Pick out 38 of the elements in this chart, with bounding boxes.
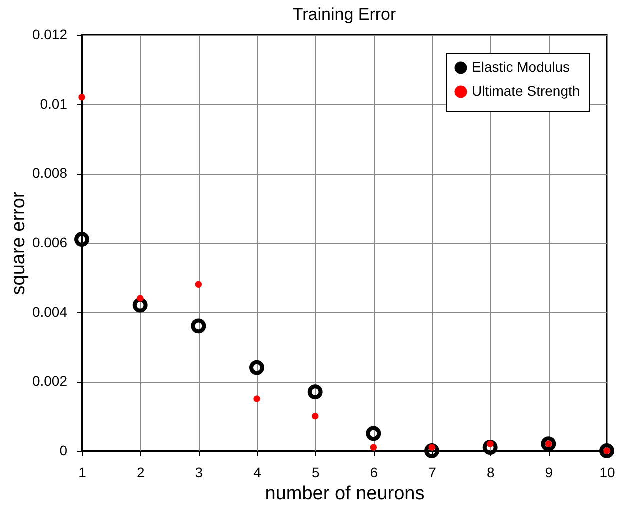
point [424, 444, 440, 458]
x-tick-label: 9 [545, 464, 554, 480]
y-tick-label: 0 [60, 442, 68, 458]
point [482, 440, 498, 455]
point [366, 426, 382, 442]
point [308, 384, 323, 400]
y-tick-label: 0.012 [32, 26, 68, 42]
x-tick-label: 2 [136, 464, 145, 480]
x-tick-label: 8 [486, 464, 495, 480]
point [250, 360, 264, 376]
point [600, 444, 614, 458]
point [74, 232, 90, 247]
y-tick-label: 0.006 [32, 234, 68, 250]
y-axis-title: square error [8, 191, 30, 296]
chart-title: Training Error [292, 5, 396, 24]
point [132, 298, 148, 313]
point [541, 436, 556, 452]
x-tick-label: 10 [600, 464, 616, 480]
x-tick-label: 4 [254, 464, 262, 480]
point [78, 94, 86, 101]
point [370, 444, 378, 451]
point [191, 318, 206, 334]
x-tick-label: 5 [312, 464, 320, 480]
legend-label: Elastic Modulus [472, 59, 570, 75]
point [254, 396, 260, 402]
x-tick-label: 3 [195, 464, 204, 480]
x-tick-label: 7 [428, 464, 437, 480]
x-tick-label: 6 [370, 464, 378, 480]
y-tick-label: 0.002 [32, 373, 68, 390]
point [136, 295, 144, 302]
x-tick-label: 1 [78, 464, 87, 480]
legend-label: Ultimate Strength [472, 83, 580, 99]
y-tick-label: 0.01 [40, 96, 68, 112]
point [195, 281, 202, 288]
point [312, 412, 319, 420]
x-axis-title: number of neurons [265, 484, 425, 504]
y-tick-label: 0.004 [32, 304, 68, 320]
y-tick-label: 0.008 [32, 165, 68, 182]
